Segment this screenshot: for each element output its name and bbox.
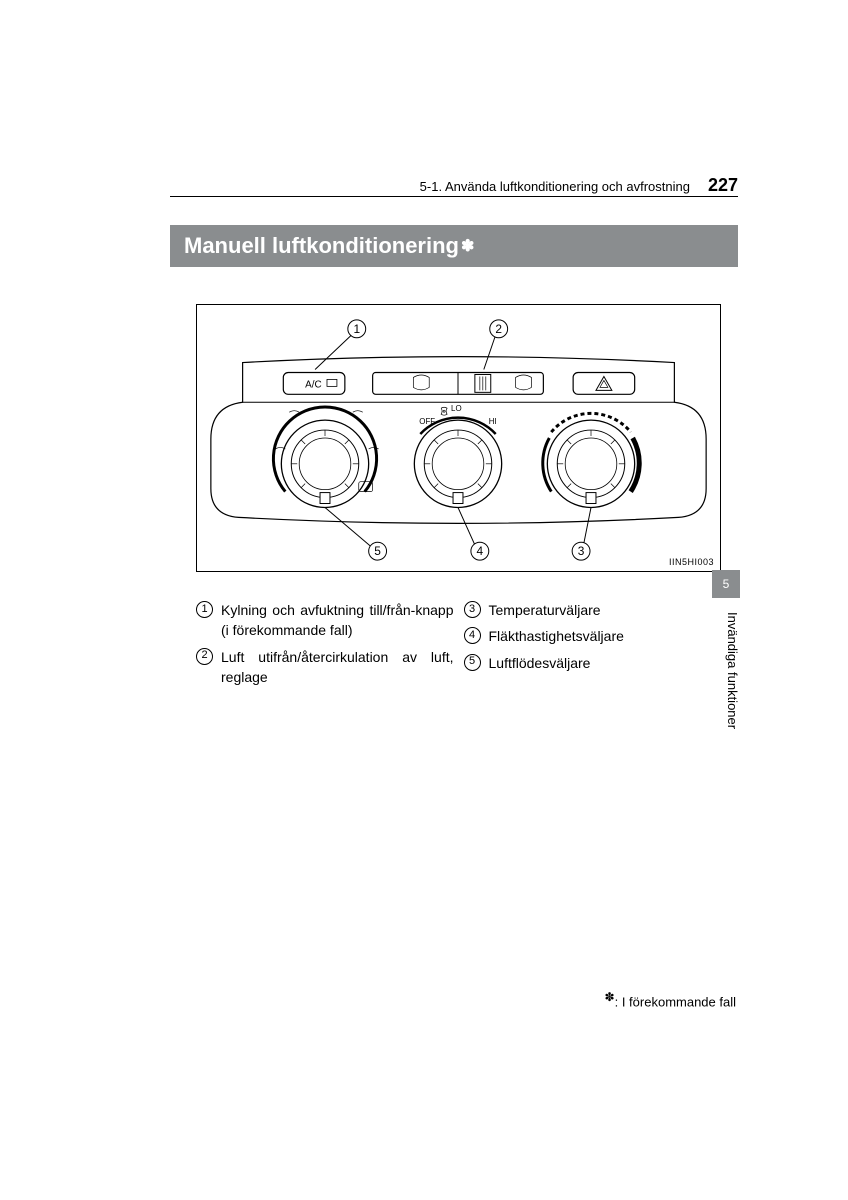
svg-text:3: 3 (578, 544, 585, 558)
legend-text: Temperaturväljare (489, 600, 601, 620)
legend-num: 3 (464, 601, 481, 618)
footnote-marker: ✽ (605, 990, 615, 1004)
page-number: 227 (708, 175, 738, 196)
legend-num: 4 (464, 627, 481, 644)
title-text: Manuell luftkonditionering (184, 233, 459, 259)
svg-text:4: 4 (477, 544, 484, 558)
legend-item: 4 Fläkthastighetsväljare (464, 626, 722, 646)
legend-num: 2 (196, 648, 213, 665)
side-section-label: Invändiga funktioner (712, 612, 740, 729)
diagram-code: IIN5HI003 (669, 557, 714, 567)
legend-item: 5 Luftflödesväljare (464, 653, 722, 673)
legend-col-right: 3 Temperaturväljare 4 Fläkthastighetsväl… (464, 600, 722, 687)
title-bar: Manuell luftkonditionering✽ (170, 225, 738, 267)
legend-num: 5 (464, 654, 481, 671)
legend-item: 3 Temperaturväljare (464, 600, 722, 620)
climate-panel-svg: A/C (197, 305, 720, 571)
dial-airflow (273, 407, 378, 507)
svg-text:1: 1 (353, 322, 360, 336)
legend: 1 Kylning och avfuktning till/från-knapp… (196, 600, 721, 687)
legend-text: Luft utifrån/återcirkulation av luft, re… (221, 647, 454, 688)
svg-text:LO: LO (451, 404, 462, 413)
dial-temp (543, 413, 639, 507)
side-tab: 5 (712, 570, 740, 598)
legend-text: Luftflödesväljare (489, 653, 591, 673)
svg-text:HI: HI (489, 417, 497, 426)
legend-text: Kylning och avfuktning till/från-knapp (… (221, 600, 454, 641)
ac-label: A/C (305, 379, 322, 390)
dial-fan: OFF LO HI (414, 404, 501, 507)
section-label: 5-1. Använda luftkonditionering och avfr… (420, 179, 690, 194)
climate-control-diagram: A/C (196, 304, 721, 572)
legend-col-left: 1 Kylning och avfuktning till/från-knapp… (196, 600, 454, 687)
legend-item: 1 Kylning och avfuktning till/från-knapp… (196, 600, 454, 641)
svg-text:OFF: OFF (419, 417, 435, 426)
svg-text:5: 5 (374, 544, 381, 558)
title-marker: ✽ (461, 236, 474, 256)
page-header: 5-1. Använda luftkonditionering och avfr… (170, 175, 738, 196)
legend-text: Fläkthastighetsväljare (489, 626, 624, 646)
side-tab-number: 5 (723, 577, 730, 591)
legend-item: 2 Luft utifrån/återcirkulation av luft, … (196, 647, 454, 688)
footnote-text: : I förekommande fall (615, 994, 736, 1009)
legend-num: 1 (196, 601, 213, 618)
footnote: ✽: I förekommande fall (605, 990, 736, 1009)
svg-text:2: 2 (495, 322, 502, 336)
header-rule (170, 196, 738, 197)
